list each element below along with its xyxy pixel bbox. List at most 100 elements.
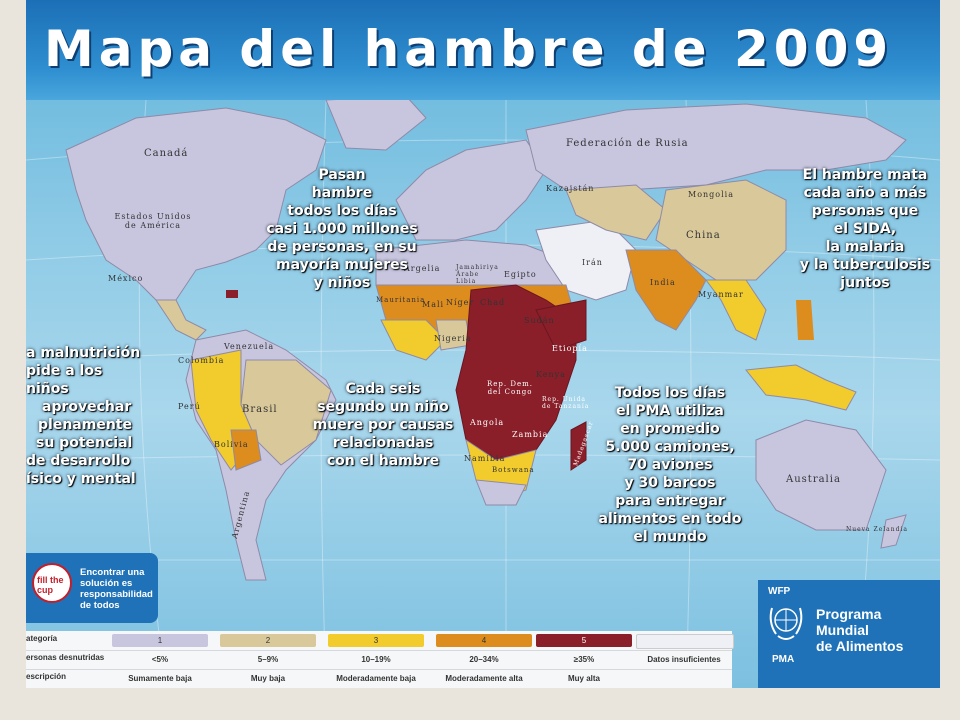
callout-hunger-kills: El hambre mata cada año a más personas q… (790, 166, 940, 292)
legend-description: Moderadamente baja (336, 674, 416, 683)
new-zealand-land (880, 514, 907, 549)
wfp-name: Programa Mundial de Alimentos (816, 606, 903, 654)
label-libya: Jamahiriya Árabe Libia (456, 264, 499, 285)
legend-swatch-1: 1 (112, 634, 208, 647)
wfp-acronym: WFP (768, 586, 791, 597)
china-land (655, 179, 787, 281)
callout-line: a malnutrición (26, 345, 141, 361)
callout-malnutrition: a malnutrición pide a los niños aprovech… (26, 344, 148, 488)
legend-description: Muy baja (250, 674, 286, 683)
legend-swatch-4: 4 (436, 634, 532, 647)
callout-line: muere por causas (312, 417, 454, 433)
label-chad: Chad (480, 298, 506, 307)
callout-line: ísico y mental (26, 471, 136, 487)
callout-line: 70 aviones (627, 457, 713, 473)
fill-the-cup-text: Encontrar una solución es responsabilida… (80, 567, 153, 611)
legend-row-undernourished: ersonas desnutridas <5% 5–9% 10–19% 20–3… (26, 650, 732, 670)
label-namibia: Namibia (464, 454, 506, 463)
legend-description: Sumamente baja (128, 674, 192, 683)
callout-line: relacionadas (332, 435, 434, 451)
horn-africa-land (535, 299, 587, 351)
legend-row-label: ersonas desnutridas (26, 653, 105, 662)
callout-line: alimentos en todo (598, 511, 742, 527)
legend-range: Datos insuficientes (647, 655, 721, 664)
central-america-land (155, 299, 207, 341)
indonesia-land (745, 364, 857, 411)
label-egypt: Egipto (504, 270, 537, 279)
legend-swatch-5: 5 (536, 634, 632, 647)
callout-line: personas que (811, 203, 919, 219)
legend-range: <5% (151, 655, 169, 664)
label-usa: Estados Unidos de América (114, 212, 192, 230)
legend-row-label: escripción (26, 672, 67, 681)
callout-line: juntos (840, 275, 890, 291)
callout-line: el mundo (633, 529, 707, 545)
label-ethiopia: Etiopía (552, 344, 588, 353)
wfp-name-line: Programa (816, 606, 882, 622)
legend-row-label: ategoría (26, 634, 58, 643)
haiti-land (226, 290, 238, 298)
label-bolivia: Bolivia (214, 440, 249, 449)
callout-line: casi 1.000 millones (266, 221, 418, 237)
callout-line: Cada seis (345, 381, 421, 397)
callout-line: plenamente (38, 417, 132, 433)
philippines-land (796, 300, 814, 340)
callout-line: pide a los niños (26, 363, 103, 397)
label-kenya: Kenya (536, 370, 566, 379)
callout-line: y 30 barcos (624, 475, 716, 491)
fill-the-cup-logo: fill the cup (32, 563, 72, 603)
pma-acronym: PMA (772, 654, 795, 665)
label-mali: Mali (422, 300, 445, 309)
callout-line: la malaria (825, 239, 905, 255)
label-sudan: Sudán (524, 316, 555, 325)
label-new-zealand: Nueva Zelandia (846, 526, 908, 533)
callout-line: cada año a más (803, 185, 927, 201)
map-title: Mapa del hambre de 2009 (44, 20, 894, 78)
label-mauritania: Mauritania (376, 296, 426, 304)
fill-the-cup-logo-text: fill the cup (37, 575, 64, 595)
label-colombia: Colombia (178, 356, 225, 365)
label-mongolia: Mongolia (688, 190, 734, 199)
hunger-map-poster: Mapa del hambre de 2009 Canadá Estados U… (26, 0, 940, 688)
callout-line: y la tuberculosis (799, 257, 931, 273)
map-legend: ategoría 1 2 3 4 5 ersonas desnutridas <… (26, 631, 734, 688)
label-iran: Irán (582, 258, 603, 267)
legend-swatch-no-data (636, 634, 734, 649)
legend-range: 5–9% (257, 655, 279, 664)
legend-description: Muy alta (567, 674, 600, 683)
legend-description: Moderadamente alta (445, 674, 523, 683)
label-botswana: Botswana (492, 466, 535, 474)
europe-land (395, 139, 547, 241)
legend-swatch-2: 2 (220, 634, 316, 647)
label-china: China (686, 230, 721, 241)
wfp-emblem-icon (769, 607, 803, 640)
legend-range: ≥35% (573, 655, 595, 664)
callout-line: mayoría mujeres (276, 257, 408, 273)
label-russia: Federación de Rusia (566, 138, 689, 149)
wfp-name-line: de Alimentos (816, 638, 904, 654)
callout-line: el SIDA, (833, 221, 897, 237)
footnote-text (600, 588, 750, 628)
fill-the-cup-panel: fill the cup Encontrar una solución es r… (26, 553, 158, 623)
callout-hunger-daily: Pasan hambre todos los días casi 1.000 m… (252, 166, 432, 292)
callout-line: y niños (313, 275, 371, 291)
madagascar-land (570, 421, 587, 471)
callout-child-death: Cada seis segundo un niño muere por caus… (308, 380, 458, 470)
label-brazil: Brasil (242, 404, 278, 415)
callout-line: con el hambre (326, 453, 440, 469)
callout-line: segundo un niño (317, 399, 449, 415)
label-canada: Canadá (144, 148, 189, 159)
callout-line: 5.000 camiones, (605, 439, 735, 455)
callout-line: aprovechar (42, 399, 132, 415)
bolivia-land (230, 429, 262, 471)
callout-line: hambre (311, 185, 373, 201)
callout-line: Pasan (318, 167, 366, 183)
callout-line: para entregar (615, 493, 725, 509)
south-africa-land (475, 479, 527, 506)
central-asia-land (565, 184, 667, 241)
callout-line: en promedio (620, 421, 720, 437)
legend-row-description: escripción Sumamente baja Muy baja Moder… (26, 669, 732, 688)
wfp-name-line: Mundial (816, 622, 869, 638)
southeast-asia-land (705, 279, 767, 341)
label-mexico: México (108, 274, 144, 283)
